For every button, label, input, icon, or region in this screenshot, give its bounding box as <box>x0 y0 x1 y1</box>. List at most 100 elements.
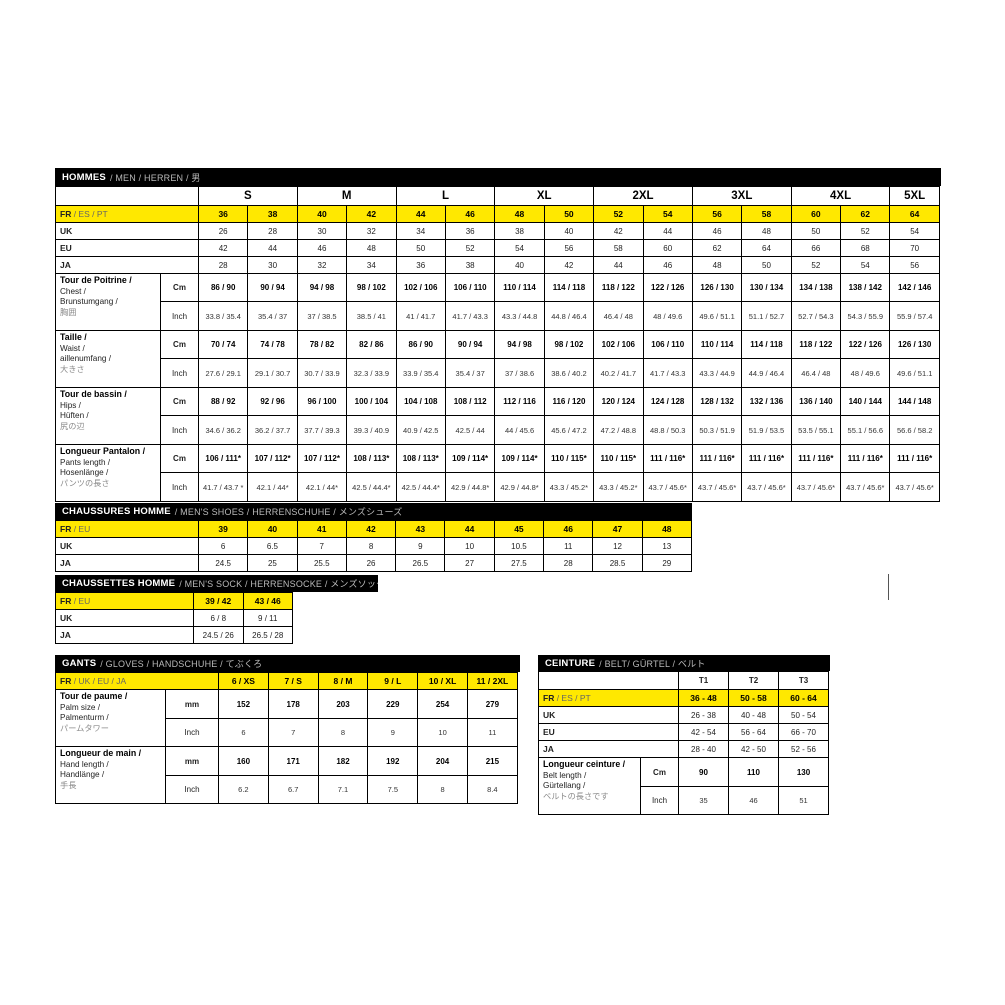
measure-value-cell: 126 / 130 <box>691 273 743 302</box>
value-cell: 26 <box>345 554 397 572</box>
value-cell: 54 <box>494 239 545 257</box>
measure-label-cell: Tour de Poitrine / Chest / Brunstumgang / 胸… <box>55 273 161 331</box>
value-cell: 11 <box>543 537 594 555</box>
value-cell: 6 <box>197 537 249 555</box>
measure-value-cell: 160 <box>218 746 269 776</box>
row-label-cell: JA <box>55 626 194 644</box>
measure-value-cell: 55.1 / 56.6 <box>840 415 891 445</box>
row-label-cell: FR / ES / PT <box>55 205 199 223</box>
unit-cell: Inch <box>165 775 219 804</box>
size-value-cell: 45 <box>493 520 545 538</box>
row-label-primary: FR <box>60 676 72 686</box>
row-label-cell: FR / UK / EU / JA <box>55 672 219 690</box>
value-cell: 54 <box>889 222 940 240</box>
measure-value-cell: 50.3 / 51.9 <box>691 415 743 445</box>
size-group-cell: M <box>296 186 397 206</box>
size-value-cell: 60 - 64 <box>778 689 829 707</box>
size-group-cell: 5XL <box>889 186 940 206</box>
measure-value-cell: 86 / 90 <box>197 273 249 302</box>
measure-value-cell: 116 / 120 <box>543 387 595 416</box>
gloves-header-bar: GANTS / GLOVES / HANDSCHUHE / てぶくろ <box>55 655 520 672</box>
value-cell: 48 <box>741 222 792 240</box>
measure-value-cell: 111 / 116* <box>642 444 693 473</box>
belt-title: CEINTURE <box>545 657 596 669</box>
measure-value-cell: 37.7 / 39.3 <box>296 415 348 445</box>
size-group-cell: S <box>198 186 298 206</box>
value-cell: 50 <box>790 222 842 240</box>
measure-value-cell: 106 / 111* <box>197 444 249 473</box>
size-value-cell: 64 <box>889 205 940 223</box>
value-cell: 42 - 54 <box>678 723 729 741</box>
measure-label-line: Hüften / <box>60 411 89 421</box>
measure-value-cell: 43.7 / 45.6* <box>741 472 792 502</box>
row-label-primary: UK <box>60 613 73 623</box>
measure-value-cell: 134 / 138 <box>790 273 842 302</box>
measure-value-cell: 114 / 118 <box>741 330 792 359</box>
measure-label-line: Hosenlänge / <box>60 468 109 478</box>
measure-label-cell: Longueur ceinture / Belt length / Gürtella… <box>538 757 641 815</box>
measure-value-cell: 98 / 102 <box>543 330 595 359</box>
measure-value-cell: 118 / 122 <box>790 330 842 359</box>
unit-cell: Cm <box>640 757 679 787</box>
measure-value-cell: 42.5 / 44.4* <box>395 472 446 502</box>
measure-value-cell: 42.5 / 44 <box>444 415 496 445</box>
measure-label-line: Tour de bassin / <box>60 389 127 399</box>
size-value-cell: 44 <box>444 520 495 538</box>
measure-value-cell: 41.7 / 43.7 * <box>197 472 249 502</box>
measure-value-cell: 54.3 / 55.9 <box>840 301 891 331</box>
measure-value-cell: 229 <box>367 689 419 719</box>
measure-value-cell: 52.7 / 54.3 <box>790 301 842 331</box>
measure-value-cell: 37 / 38.5 <box>296 301 348 331</box>
value-cell: 42 <box>593 222 644 240</box>
socks-section: CHAUSSETTES HOMME / MEN'S SOCK / HERRENS… <box>55 575 378 644</box>
measure-value-cell: 42.5 / 44.4* <box>346 472 397 502</box>
stray-divider-line <box>888 574 889 600</box>
measure-value-cell: 42.9 / 44.8* <box>494 472 545 502</box>
measure-value-cell: 120 / 124 <box>593 387 644 416</box>
size-value-cell: 41 <box>296 520 347 538</box>
row-label-primary: EU <box>543 727 555 737</box>
measure-value-cell: 109 / 114* <box>494 444 545 473</box>
measure-value-cell: 44 / 45.6 <box>494 415 545 445</box>
measure-value-cell: 136 / 140 <box>790 387 842 416</box>
size-value-cell: 48 <box>641 520 692 538</box>
value-cell: 52 <box>840 222 891 240</box>
measure-value-cell: 35.4 / 37 <box>247 301 298 331</box>
size-value-cell: 11 / 2XL <box>466 672 518 690</box>
row-label-primary: JA <box>60 260 71 270</box>
gloves-section: GANTS / GLOVES / HANDSCHUHE / てぶくろ FR / … <box>55 655 520 804</box>
measure-value-cell: 110 / 115* <box>543 444 595 473</box>
size-value-cell: 43 / 46 <box>242 592 293 610</box>
value-cell: 46 <box>691 222 743 240</box>
value-cell: 52 <box>790 256 842 274</box>
size-value-cell: 42 <box>346 205 397 223</box>
value-cell: 46 <box>642 256 693 274</box>
measure-label-line: Hips / <box>60 400 81 410</box>
measure-value-cell: 94 / 98 <box>494 330 545 359</box>
measure-value-cell: 90 <box>678 757 729 787</box>
row-label-cell: FR / EU <box>55 520 199 538</box>
measure-value-cell: 111 / 116* <box>889 444 940 473</box>
measure-value-cell: 102 / 106 <box>395 273 446 302</box>
measure-value-cell: 47.2 / 48.8 <box>593 415 644 445</box>
row-label-primary: JA <box>60 558 71 568</box>
measure-value-cell: 34.6 / 36.2 <box>197 415 249 445</box>
value-cell: 28 <box>543 554 594 572</box>
measure-value-cell: 56.6 / 58.2 <box>889 415 940 445</box>
measure-value-cell: 42.1 / 44* <box>296 472 348 502</box>
measure-value-cell: 43.3 / 45.2* <box>543 472 595 502</box>
measure-value-cell: 107 / 112* <box>296 444 348 473</box>
hommes-size-table: S M L XL 2XL 3XL 4XL 5XL FR / ES / PT 36 38 40 42 44 4… <box>55 186 940 502</box>
value-cell: 64 <box>741 239 792 257</box>
value-cell: 34 <box>395 222 446 240</box>
value-cell: 40 <box>494 256 545 274</box>
row-label-secondary: / UK / EU / JA <box>71 676 127 686</box>
measure-value-cell: 74 / 78 <box>247 330 298 359</box>
measure-value-cell: 110 / 114 <box>494 273 545 302</box>
value-cell: 28 <box>247 222 298 240</box>
value-cell: 38 <box>494 222 545 240</box>
size-value-cell: 58 <box>741 205 792 223</box>
measure-value-cell: 51 <box>778 786 829 815</box>
measure-value-cell: 140 / 144 <box>840 387 891 416</box>
value-cell: 48 <box>691 256 743 274</box>
